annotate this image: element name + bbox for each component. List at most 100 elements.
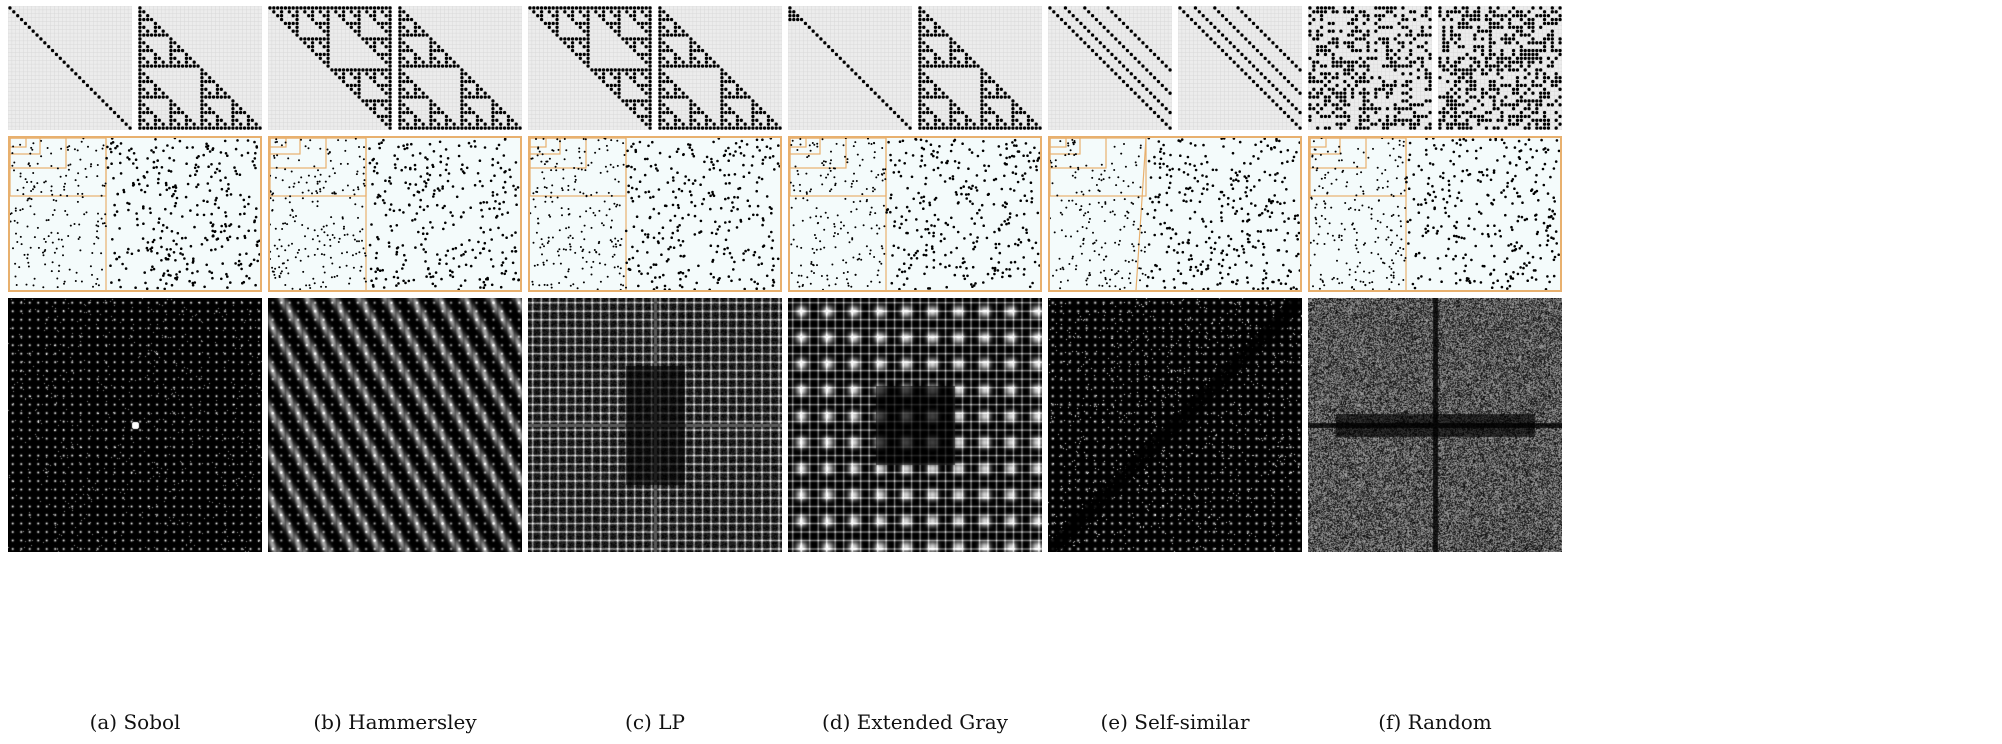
sample-point — [1073, 141, 1076, 144]
sample-point — [611, 255, 614, 258]
sample-point — [160, 245, 163, 249]
sample-point — [183, 257, 186, 260]
sample-point — [419, 198, 422, 202]
matrix-bit — [475, 118, 480, 122]
matrix-bit — [180, 110, 185, 115]
matrix-bit — [12, 10, 16, 14]
matrix-bit — [349, 6, 353, 10]
matrix-bit — [1201, 14, 1205, 18]
matrix-bit — [349, 68, 353, 72]
sample-point — [822, 160, 825, 163]
sample-point — [438, 258, 442, 261]
sample-point — [1123, 143, 1125, 145]
sample-point — [735, 226, 739, 229]
sample-point — [254, 215, 258, 219]
sample-point — [276, 140, 278, 143]
sample-point — [499, 285, 503, 289]
matrix-bit — [984, 87, 988, 91]
sample-point — [535, 231, 538, 234]
sample-point — [1182, 281, 1185, 285]
matrix-bit — [1152, 110, 1157, 115]
sample-point — [598, 262, 601, 265]
sample-point — [57, 270, 60, 273]
sample-point — [821, 138, 824, 141]
sample-point — [1150, 269, 1153, 273]
matrix-bit — [1011, 103, 1015, 107]
sample-point — [341, 252, 343, 255]
sample-point — [184, 195, 188, 199]
sample-point — [348, 282, 351, 285]
sample-point — [503, 180, 507, 184]
sample-point — [1220, 251, 1223, 255]
matrix-bit — [980, 68, 984, 72]
matrix-bit — [1149, 91, 1153, 95]
zoom-inset-frame — [530, 138, 587, 169]
sample-point — [1009, 274, 1012, 278]
sample-point — [1169, 153, 1172, 157]
matrix-bit — [421, 122, 425, 126]
matrix-bit — [491, 114, 495, 119]
sample-point — [23, 253, 26, 256]
matrix-bit — [673, 60, 678, 64]
sample-point — [1050, 161, 1053, 164]
sample-point — [755, 138, 759, 142]
matrix-bit — [685, 33, 689, 37]
sample-point — [42, 251, 44, 254]
sample-point — [83, 213, 86, 216]
matrix-bit — [677, 56, 681, 60]
matrix-bit — [1083, 25, 1087, 29]
matrix-bit — [406, 48, 410, 53]
sample-point — [761, 223, 764, 227]
sample-point — [363, 184, 366, 187]
sample-point — [614, 237, 617, 240]
sample-point — [733, 195, 736, 199]
sample-point — [1196, 180, 1200, 183]
sample-point — [897, 246, 900, 250]
matrix-bit — [380, 6, 384, 10]
matrix-bit — [146, 60, 150, 64]
matrix-bit — [1286, 56, 1291, 60]
matrix-bit — [444, 114, 449, 119]
sample-point — [616, 203, 619, 206]
sample-point — [672, 179, 675, 182]
matrix-bit — [918, 10, 922, 14]
matrix-bit — [246, 122, 251, 126]
matrix-bit — [402, 95, 406, 99]
sample-point — [457, 154, 461, 158]
sample-point — [747, 171, 751, 175]
sample-point — [702, 175, 706, 179]
matrix-bit — [792, 10, 796, 14]
matrix-bit — [1259, 87, 1263, 91]
matrix-bit — [138, 48, 142, 53]
sample-point — [320, 285, 323, 288]
matrix-bit — [483, 95, 487, 99]
sample-point — [876, 274, 879, 277]
sample-point — [100, 252, 103, 255]
matrix-bit — [437, 126, 441, 130]
sample-point — [196, 204, 199, 207]
sample-point — [580, 168, 583, 171]
sample-point — [1100, 246, 1103, 249]
matrix-bit — [933, 83, 938, 88]
sample-point — [561, 187, 563, 190]
matrix-bit — [743, 91, 747, 95]
sample-point — [657, 212, 661, 215]
matrix-bit — [1248, 17, 1252, 22]
sample-point — [1016, 180, 1020, 184]
sample-point — [237, 225, 241, 228]
sample-point — [1252, 287, 1255, 290]
sample-point — [631, 245, 634, 249]
matrix-bit — [365, 41, 369, 45]
sample-point — [608, 208, 611, 211]
sample-point — [1138, 267, 1141, 270]
matrix-bit — [972, 64, 976, 68]
sample-point — [130, 147, 133, 151]
sample-point — [1074, 176, 1077, 179]
matrix-bit — [991, 95, 996, 99]
sample-point — [1261, 242, 1265, 246]
sample-point — [62, 254, 64, 257]
matrix-bit — [349, 83, 353, 88]
sample-point — [395, 270, 398, 273]
matrix-bit — [570, 41, 575, 45]
matrix-bit — [200, 72, 204, 76]
